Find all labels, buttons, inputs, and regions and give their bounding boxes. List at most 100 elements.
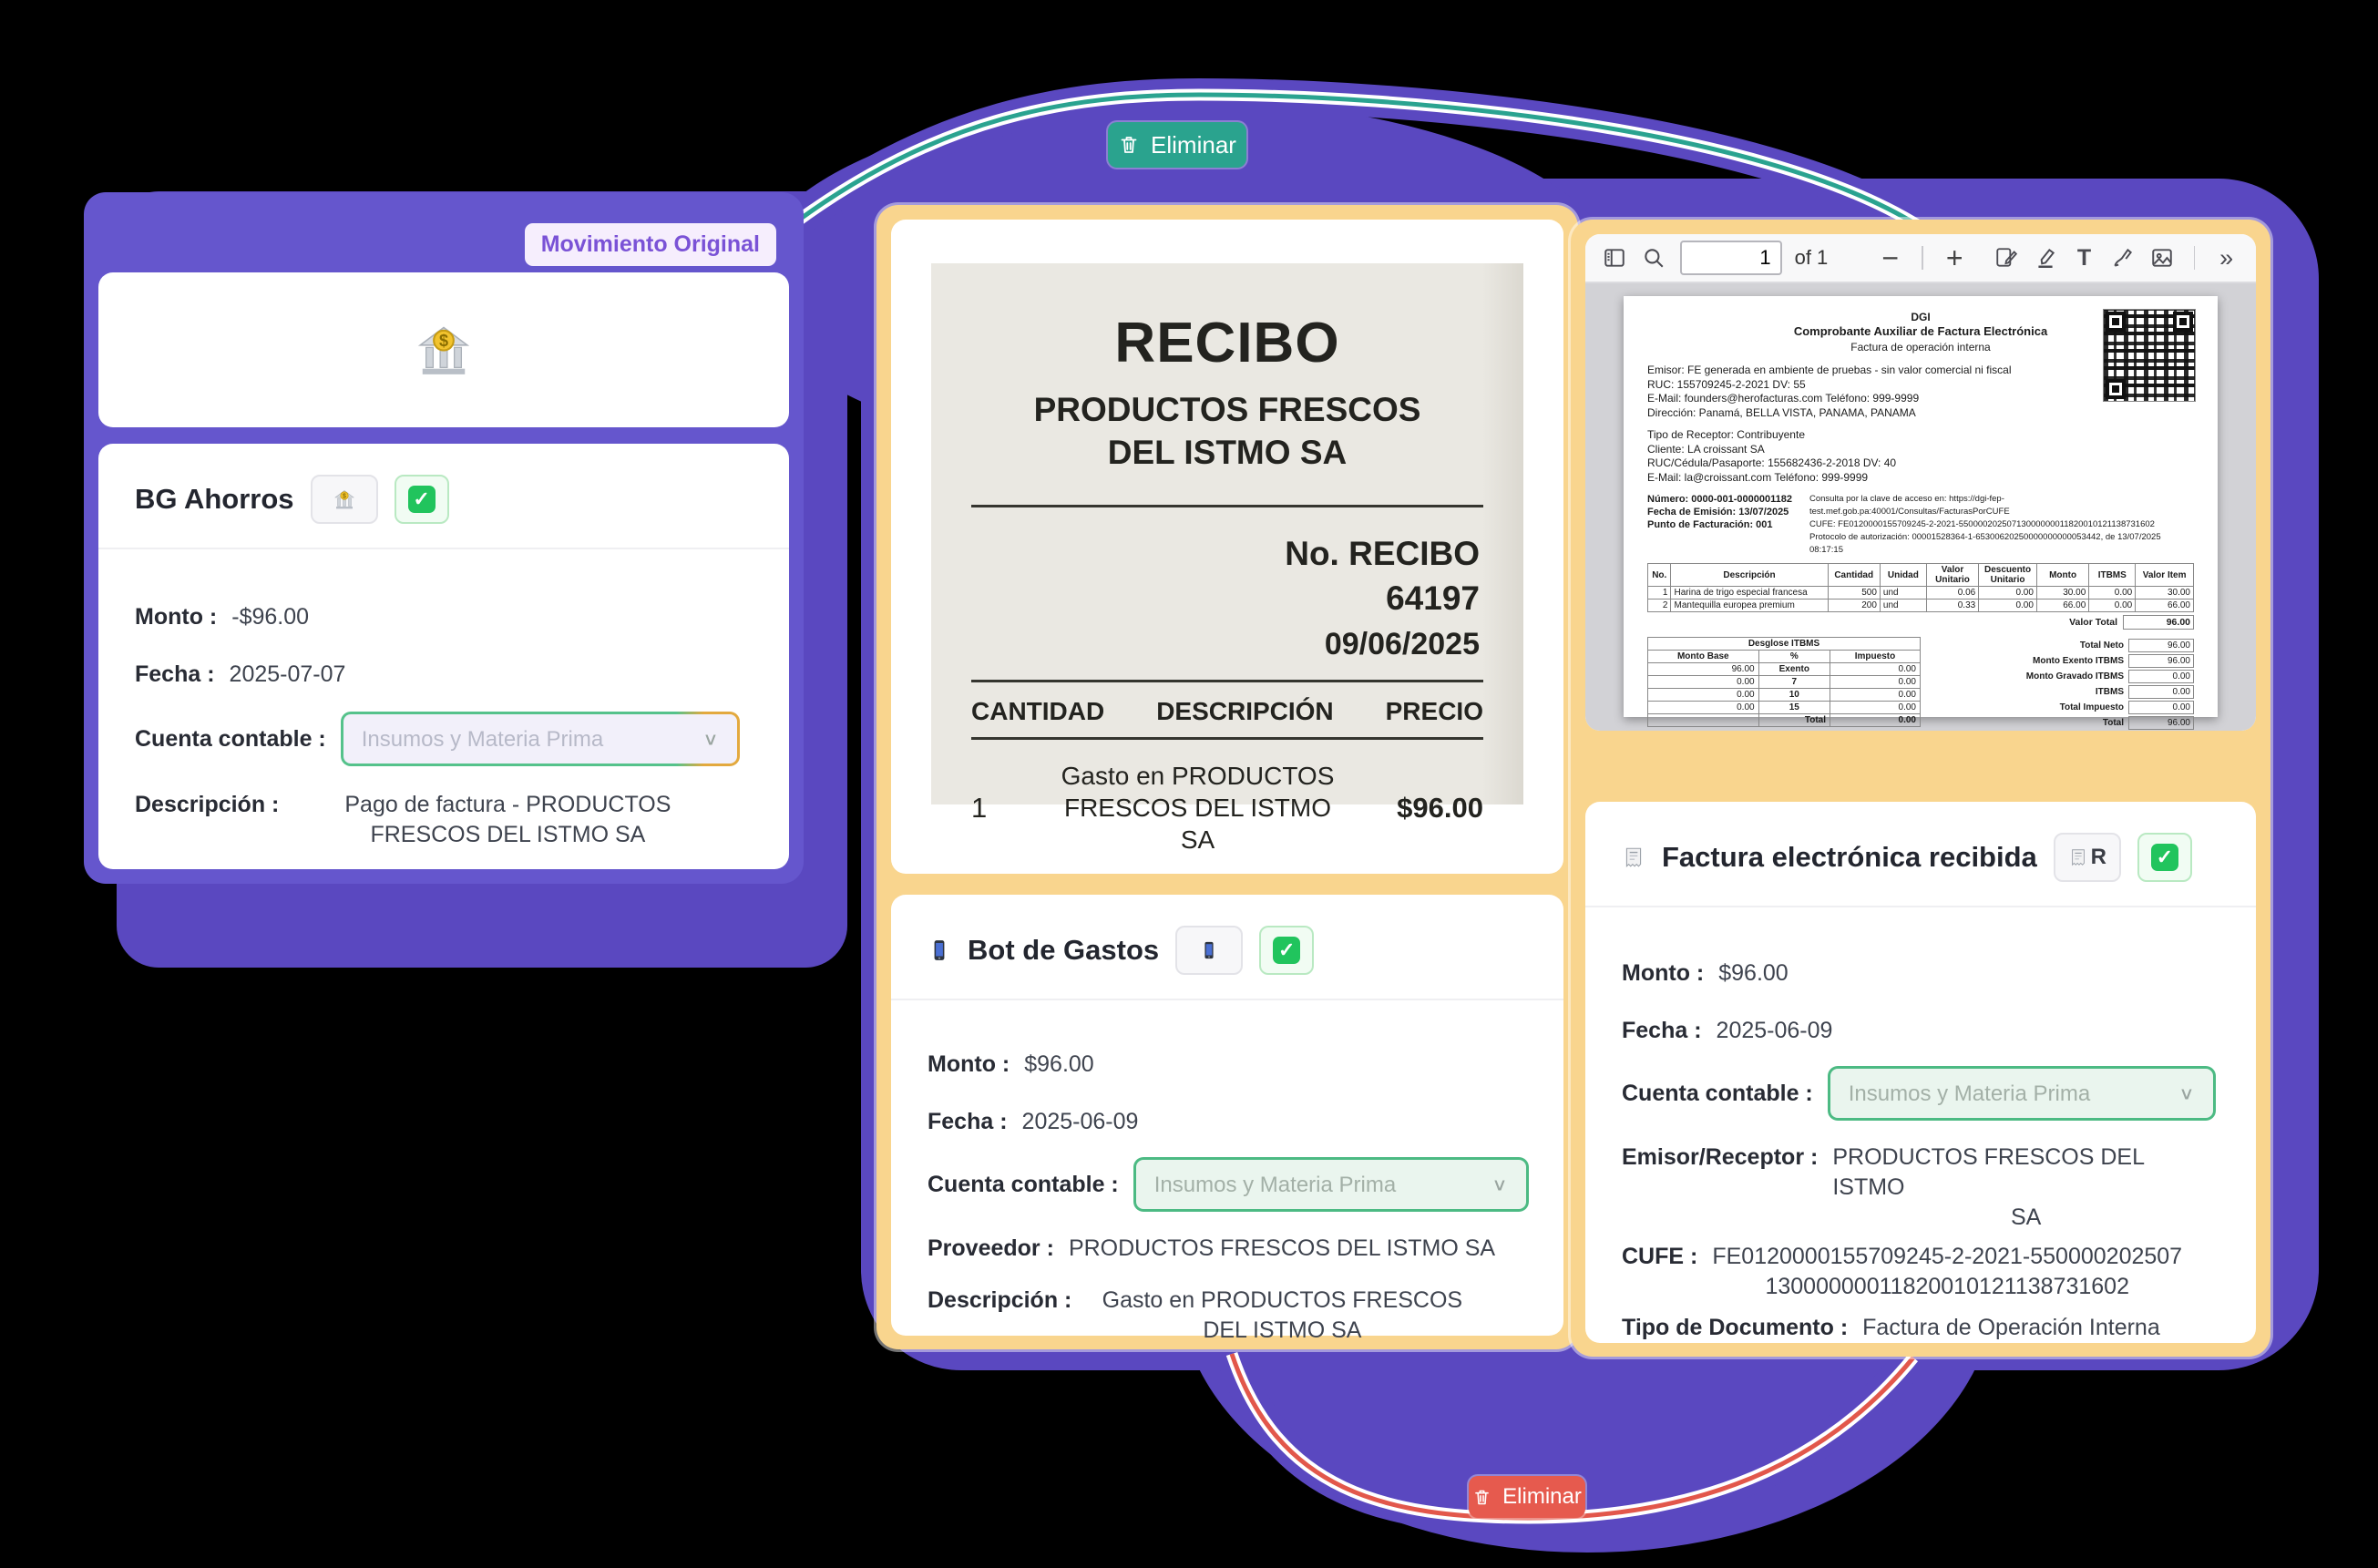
search-icon[interactable] [1641,242,1667,273]
invoice-meta-block: Número: 0000-001-0000001182 Fecha de Emi… [1647,493,2194,557]
text-tool-icon[interactable]: T [2076,244,2092,271]
bot-gastos-title: Bot de Gastos [968,934,1160,966]
receptor-line: Cliente: LA croissant SA [1647,442,1765,456]
monto-value: $96.00 [1718,960,1789,986]
fecha-label: Fecha [1622,1016,1702,1046]
divider [891,999,1563,1000]
highlight-tool-icon[interactable] [2032,242,2058,273]
fecha-value: 2025-06-09 [1716,1018,1833,1043]
invoice-header-title: Comprobante Auxiliar de Factura Electrón… [1793,324,2048,338]
sidebar-toggle-icon[interactable] [1602,242,1628,273]
chevron-down-icon: ∨ [2178,1083,2195,1103]
receipt-company-line2: DEL ISTMO SA [1107,434,1348,471]
item-qty: 1 [971,791,988,824]
page-count-label: of 1 [1794,246,1829,269]
desglose-itbms-table: Desglose ITBMS Monto Base % Impuesto 96.… [1647,637,1921,727]
phone-icon [928,938,951,962]
page-number-input[interactable] [1679,241,1782,275]
receipt-rule [971,680,1483,682]
matched-check-badge[interactable]: ✓ [1259,926,1315,975]
receptor-line: E-Mail: la@croissant.com Teléfono: 999-9… [1647,470,1869,484]
tipo-documento-value: Factura de Operación Interna [1862,1315,2160,1340]
delete-button-label: Eliminar [1151,130,1236,159]
descripcion-value: Pago de factura - PRODUCTOS FRESCOS DEL … [344,792,671,847]
receipt-icon [2068,847,2088,867]
fecha-label: Fecha [928,1107,1008,1137]
bank-type-badge[interactable] [310,475,378,524]
cuenta-select-wrap: Insumos y Materia Prima ∨ [340,712,740,766]
meta-protocolo: Protocolo de autorización: 00001528364-1… [1809,532,2161,555]
zoom-in-icon[interactable]: + [1945,241,1963,274]
fecha-label: Fecha [135,660,215,690]
zoom-out-icon[interactable]: − [1881,241,1900,274]
signature-tool-icon[interactable] [1994,242,2020,273]
trash-icon [1472,1488,1491,1507]
cuenta-field: Cuenta contable Insumos y Materia Prima … [928,1157,1529,1212]
emisor-line: Emisor: FE generada en ambiente de prueb… [1647,364,2012,376]
draw-tool-icon[interactable] [2110,242,2137,273]
monto-label: Monto [135,602,217,632]
receipt-no-label: No. RECIBO [1285,535,1480,572]
receptor-line: RUC/Cédula/Pasaporte: 155682436-2-2018 D… [1647,456,1897,469]
delete-original-link-button[interactable]: Eliminar [1108,122,1246,168]
receipt-col-precio: PRECIO [1385,697,1483,725]
movement-original-card: Movimiento Original BG Ahorros ✓ Monto -… [84,192,804,884]
cuenta-label: Cuenta contable [928,1170,1119,1200]
monto-label: Monto [1622,958,1704,989]
delete-document-link-button[interactable]: Eliminar [1469,1476,1585,1518]
badge-r-label: R [2090,845,2106,869]
cuenta-select-wrap: Insumos y Materia Prima ∨ [1827,1066,2216,1121]
receptor-line: Tipo de Receptor: Contribuyente [1647,428,1805,441]
fecha-field: Fecha 2025-07-07 [135,660,753,690]
descripcion-label: Descripción [928,1286,1071,1316]
emisor-line: E-Mail: founders@herofacturas.com Teléfo… [1647,392,1920,405]
cuenta-label: Cuenta contable [135,724,326,754]
descripcion-field: Descripción Gasto en PRODUCTOS FRESCOS D… [928,1286,1527,1346]
cuenta-contable-select[interactable]: Insumos y Materia Prima ∨ [343,714,737,764]
fecha-field: Fecha 2025-06-09 [928,1107,1527,1137]
pdf-toolbar: of 1 − + T » [1585,234,2256,283]
receipt-image: RECIBO PRODUCTOS FRESCOS DEL ISTMO SA No… [931,263,1523,854]
cuenta-contable-select[interactable]: Insumos y Materia Prima ∨ [1830,1069,2213,1118]
cuenta-select-placeholder: Insumos y Materia Prima [1848,1081,2091,1106]
monto-field: Monto -$96.00 [135,602,753,632]
invoice-header-dgi: DGI [1911,311,1931,323]
more-tools-icon[interactable]: » [2219,243,2234,272]
receipt-rule [971,737,1483,740]
pdf-viewer-panel: of 1 − + T » [1585,234,2256,731]
pdf-document-area[interactable]: DGI Comprobante Auxiliar de Factura Elec… [1585,283,2256,731]
emisor-receptor-field: Emisor/Receptor PRODUCTOS FRESCOS DEL IS… [1622,1143,2219,1233]
monto-value: -$96.00 [231,604,310,630]
invoice-page: DGI Comprobante Auxiliar de Factura Elec… [1624,296,2218,730]
account-title: BG Ahorros [135,483,294,515]
receipt-image-panel: RECIBO PRODUCTOS FRESCOS DEL ISTMO SA No… [891,220,1563,874]
cuenta-contable-select[interactable]: Insumos y Materia Prima ∨ [1135,1160,1526,1209]
check-icon: ✓ [2150,844,2178,871]
check-icon: ✓ [1273,937,1301,964]
invoice-item-row: 1 Harina de trigo especial francesa 500 un… [1646,586,2194,600]
monto-label: Monto [928,1050,1010,1080]
receipt-line-item: 1 Gasto en PRODUCTOS FRESCOS DEL ISTMO S… [971,760,1483,856]
source-phone-badge[interactable] [1175,926,1244,975]
meta-punto-facturacion: Punto de Facturación: 001 [1647,519,1773,530]
invoice-receptor-block: Tipo de Receptor: Contribuyente Cliente:… [1647,428,2048,485]
proveedor-value: PRODUCTOS FRESCOS DEL ISTMO SA [1068,1235,1496,1261]
receipt-rule [971,505,1483,507]
tipo-documento-label: Tipo de Documento [1622,1313,1848,1343]
receipt-company: PRODUCTOS FRESCOS DEL ISTMO SA [931,388,1523,474]
matched-check-badge[interactable]: ✓ [2137,833,2192,882]
cuenta-select-wrap: Insumos y Materia Prima ∨ [1133,1157,1529,1212]
received-invoice-badge[interactable]: R [2053,833,2121,882]
invoice-header-subtitle: Factura de operación interna [1850,341,1991,354]
image-tool-icon[interactable] [2149,242,2176,273]
emisor-line2: SA [2010,1204,2042,1230]
cufe-label: CUFE [1622,1242,1697,1272]
delete-button-label: Eliminar [1502,1484,1582,1509]
invoice-item-row: 2 Mantequilla europea premium 200 und 0.33… [1646,599,2194,612]
receipt-date: 09/06/2025 [1324,627,1480,661]
descripcion-field: Descripción Pago de factura - PRODUCTOS … [135,790,753,850]
cuenta-select-placeholder: Insumos y Materia Prima [361,726,604,752]
invoice-items-table: No. Descripción Cantidad Unidad Valor Unit… [1646,563,2194,612]
matched-check-badge[interactable]: ✓ [394,475,449,524]
top-connector-line [788,77,1928,241]
